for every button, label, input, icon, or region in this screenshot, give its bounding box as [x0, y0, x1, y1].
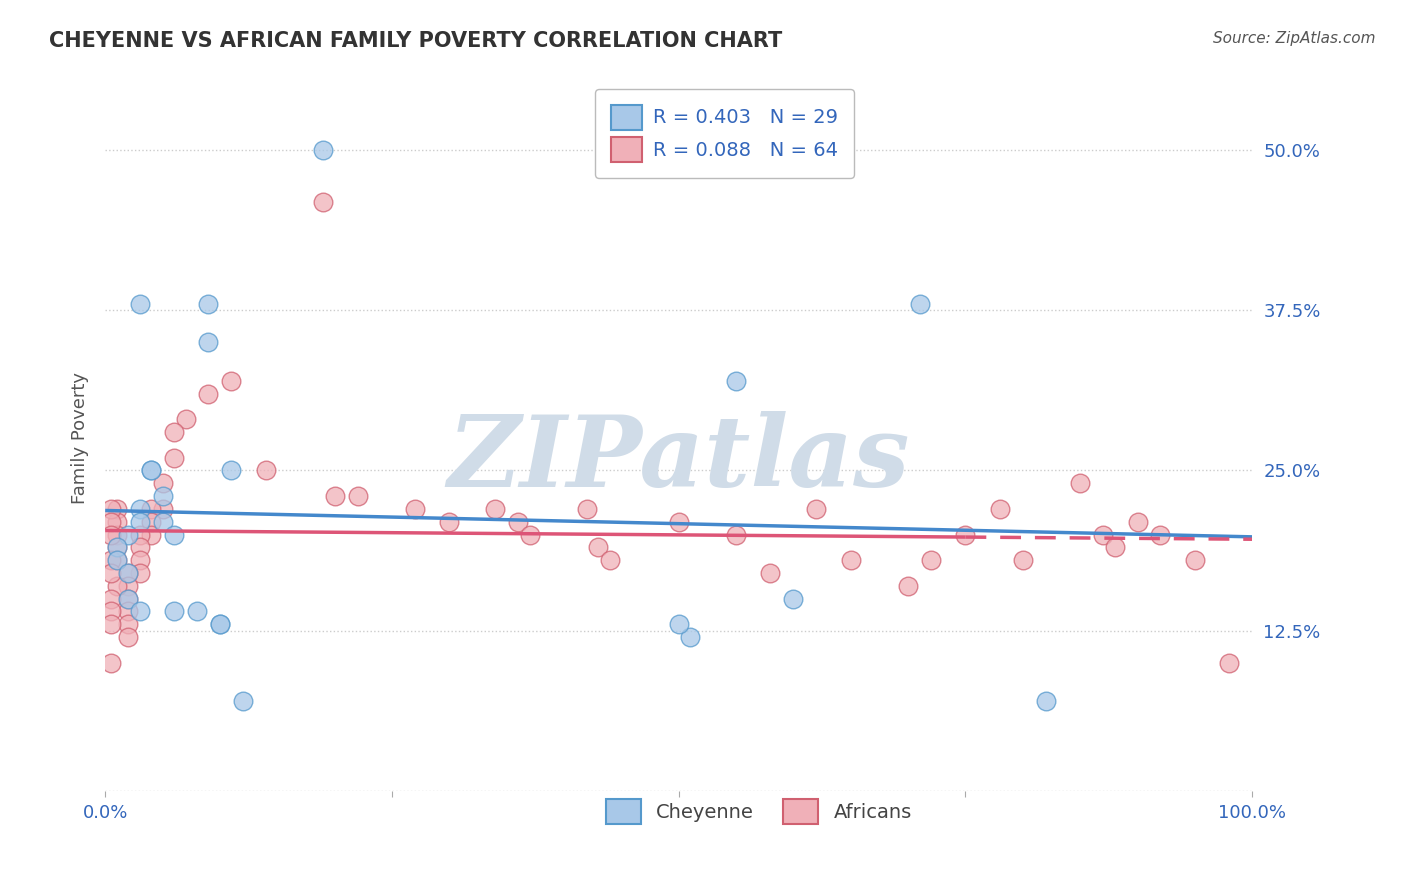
- Point: [575, 502, 598, 516]
- Point: [117, 617, 139, 632]
- Point: [100, 553, 122, 567]
- Point: [1092, 527, 1115, 541]
- Point: [439, 515, 461, 529]
- Point: [897, 579, 920, 593]
- Point: [139, 463, 162, 477]
- Point: [1126, 515, 1149, 529]
- Point: [186, 604, 208, 618]
- Point: [105, 553, 128, 567]
- Point: [105, 502, 128, 516]
- Point: [197, 335, 219, 350]
- Point: [128, 553, 150, 567]
- Point: [806, 502, 828, 516]
- Point: [725, 527, 748, 541]
- Legend: Cheyenne, Africans: Cheyenne, Africans: [596, 789, 922, 834]
- Point: [139, 463, 162, 477]
- Point: [117, 566, 139, 580]
- Point: [1184, 553, 1206, 567]
- Point: [152, 489, 174, 503]
- Point: [100, 617, 122, 632]
- Point: [152, 502, 174, 516]
- Point: [128, 604, 150, 618]
- Point: [128, 541, 150, 555]
- Point: [139, 515, 162, 529]
- Point: [105, 541, 128, 555]
- Point: [163, 604, 186, 618]
- Point: [955, 527, 977, 541]
- Point: [139, 527, 162, 541]
- Point: [312, 194, 335, 209]
- Text: CHEYENNE VS AFRICAN FAMILY POVERTY CORRELATION CHART: CHEYENNE VS AFRICAN FAMILY POVERTY CORRE…: [49, 31, 783, 51]
- Text: Source: ZipAtlas.com: Source: ZipAtlas.com: [1212, 31, 1375, 46]
- Point: [117, 579, 139, 593]
- Point: [100, 591, 122, 606]
- Point: [519, 527, 541, 541]
- Point: [197, 297, 219, 311]
- Point: [599, 553, 621, 567]
- Point: [163, 425, 186, 439]
- Point: [668, 617, 690, 632]
- Point: [128, 527, 150, 541]
- Point: [197, 386, 219, 401]
- Point: [100, 515, 122, 529]
- Point: [1149, 527, 1171, 541]
- Point: [105, 527, 128, 541]
- Point: [1104, 541, 1126, 555]
- Point: [782, 591, 804, 606]
- Point: [346, 489, 368, 503]
- Point: [668, 515, 690, 529]
- Point: [100, 656, 122, 670]
- Point: [908, 297, 931, 311]
- Point: [508, 515, 530, 529]
- Point: [139, 502, 162, 516]
- Point: [100, 502, 122, 516]
- Point: [174, 412, 197, 426]
- Point: [404, 502, 426, 516]
- Text: ZIPatlas: ZIPatlas: [447, 411, 910, 508]
- Point: [988, 502, 1011, 516]
- Point: [100, 604, 122, 618]
- Point: [128, 502, 150, 516]
- Point: [323, 489, 346, 503]
- Point: [208, 617, 231, 632]
- Point: [254, 463, 277, 477]
- Point: [128, 515, 150, 529]
- Point: [117, 566, 139, 580]
- Point: [1218, 656, 1240, 670]
- Point: [1069, 476, 1091, 491]
- Point: [484, 502, 506, 516]
- Point: [839, 553, 862, 567]
- Y-axis label: Family Poverty: Family Poverty: [72, 373, 89, 505]
- Point: [679, 630, 702, 644]
- Point: [128, 297, 150, 311]
- Point: [588, 541, 610, 555]
- Point: [152, 515, 174, 529]
- Point: [232, 694, 254, 708]
- Point: [105, 541, 128, 555]
- Point: [128, 566, 150, 580]
- Point: [163, 450, 186, 465]
- Point: [312, 144, 335, 158]
- Point: [100, 527, 122, 541]
- Point: [208, 617, 231, 632]
- Point: [105, 579, 128, 593]
- Point: [1011, 553, 1033, 567]
- Point: [152, 476, 174, 491]
- Point: [1035, 694, 1057, 708]
- Point: [117, 604, 139, 618]
- Point: [105, 553, 128, 567]
- Point: [117, 630, 139, 644]
- Point: [221, 463, 243, 477]
- Point: [117, 591, 139, 606]
- Point: [920, 553, 942, 567]
- Point: [163, 527, 186, 541]
- Point: [105, 515, 128, 529]
- Point: [759, 566, 782, 580]
- Point: [221, 374, 243, 388]
- Point: [117, 527, 139, 541]
- Point: [117, 591, 139, 606]
- Point: [725, 374, 748, 388]
- Point: [100, 566, 122, 580]
